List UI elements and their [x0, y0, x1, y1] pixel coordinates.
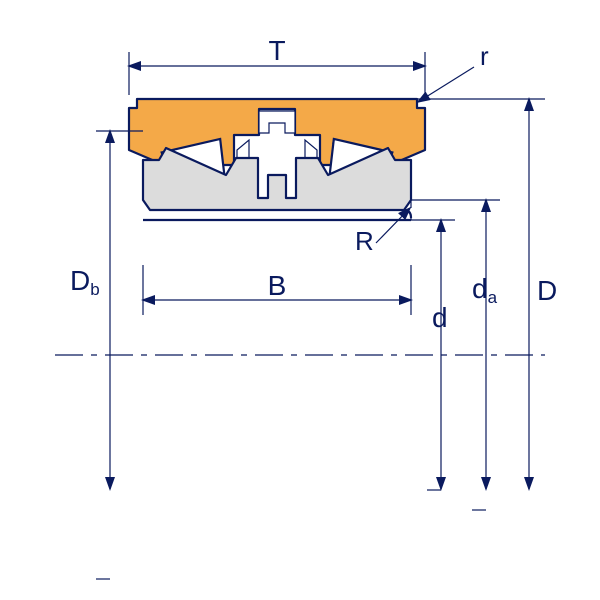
- label-Db: Db: [70, 265, 100, 299]
- label-T: T: [268, 35, 285, 66]
- label-d: d: [432, 302, 448, 333]
- label-D: D: [537, 275, 557, 306]
- label-R: R: [355, 226, 374, 256]
- spacer: [259, 111, 295, 133]
- leader-r: [418, 67, 474, 102]
- label-da: da: [472, 273, 498, 307]
- leader-R: [376, 208, 410, 243]
- label-B: B: [268, 270, 287, 301]
- inner-ring-section: [143, 148, 411, 210]
- label-da-sub: a: [488, 288, 498, 307]
- label-Db-sub: b: [90, 280, 99, 299]
- label-r: r: [480, 41, 489, 71]
